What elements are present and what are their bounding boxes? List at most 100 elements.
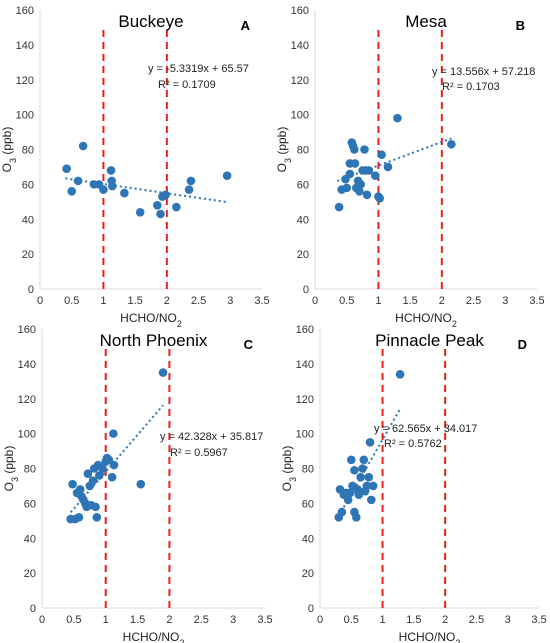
data-point [109,460,119,470]
data-point [78,141,88,151]
data-point [383,162,393,172]
data-point [88,476,98,486]
x-tick-label: 2 [164,295,170,307]
data-point [362,481,372,491]
data-point [360,145,369,154]
y-tick-label: 0 [308,603,314,615]
y-tick-label: 160 [291,5,309,17]
data-point [356,180,365,189]
data-point [342,183,352,193]
trendline-equation: y = 13.556x + 57.218 [432,66,535,78]
data-point [108,181,117,191]
data-point [375,194,384,203]
data-point [120,188,129,198]
data-point [337,507,347,517]
y-axis-title: O3 (ppb) [2,446,20,492]
y-tick-label: 20 [297,249,309,261]
y-tick-label: 60 [302,498,314,510]
data-point [109,429,118,438]
data-point [184,185,194,194]
data-point [351,513,361,522]
y-tick-label: 80 [302,464,314,476]
x-tick-label: 2.5 [194,614,209,626]
y-tick-label: 140 [16,40,34,52]
y-tick-label: 60 [22,179,34,191]
y-tick-label: 100 [291,110,309,122]
x-tick-label: 3.5 [531,614,546,626]
y-tick-label: 140 [296,359,314,371]
x-tick-label: 0 [312,295,318,307]
data-point [350,145,359,154]
panel-d: 0 20 40 60 80 100 120 140 160 0 0.5 1 1.5 2 2.5 3 3.5 y =… [280,324,547,643]
y-tick-label: 80 [22,145,34,157]
data-point [370,171,380,180]
trendline [336,137,452,182]
panel-letter: D [518,337,527,352]
y-tick-label: 80 [24,464,36,476]
data-point [447,139,456,149]
y-tick-label: 0 [30,603,36,615]
x-tick-label: 1 [380,614,386,626]
data-point [359,455,369,465]
x-tick-label: 0 [39,614,45,626]
panel-b: 0 20 40 60 80 100 120 140 160 0 0.5 1 1.5 2 2.5 3 3.5 y =… [275,5,545,329]
data-point [368,481,378,491]
data-point [83,469,93,479]
data-point [395,370,405,379]
data-point [345,169,355,179]
trendline-equation: y = -5.3319x + 65.57 [148,63,249,75]
panel-c: 0 20 40 60 80 100 120 140 160 0 0.5 1 1.5 2 2.5 3 3.5 y =… [2,324,273,643]
data-point [367,495,376,505]
r-squared: R² = 0.5967 [170,447,228,459]
data-point [161,190,170,200]
x-tick-label: 2 [166,614,172,626]
trendline [65,177,228,204]
x-tick-label: 1 [375,295,381,307]
x-tick-label: 1 [100,295,106,307]
x-tick-label: 3 [502,295,508,307]
y-tick-label: 20 [302,568,314,580]
y-tick-label: 20 [22,249,34,261]
panel-letter: C [244,337,254,352]
x-tick-label: 2 [439,295,445,307]
r-squared: R² = 0.1709 [158,79,216,91]
x-axis-title: HCHO/NO2 [123,630,185,643]
data-point [362,190,372,200]
y-tick-label: 60 [24,498,36,510]
y-tick-label: 120 [18,394,36,406]
x-tick-label: 2.5 [469,614,484,626]
data-point [74,513,84,522]
y-tick-label: 160 [16,5,34,17]
data-point [358,464,367,473]
y-tick-label: 120 [296,394,314,406]
y-tick-label: 140 [291,40,309,52]
panel-title: Pinnacle Peak [375,331,484,350]
data-point [365,438,375,447]
panel-letter: A [241,18,251,33]
data-point [91,502,100,512]
y-tick-label: 80 [297,145,309,157]
x-tick-label: 0 [317,614,323,626]
x-tick-label: 2 [442,614,448,626]
data-point [334,202,344,212]
y-tick-label: 0 [303,284,309,296]
y-tick-label: 140 [18,359,36,371]
y-tick-label: 60 [297,179,309,191]
x-tick-label: 0.5 [64,295,79,307]
data-point [99,185,108,194]
panel-title: Buckeye [118,12,183,31]
y-tick-label: 100 [16,110,34,122]
data-point [67,187,77,196]
data-point [364,472,374,482]
y-tick-label: 100 [18,429,36,441]
data-point [75,485,85,494]
data-point [377,150,386,160]
data-point [135,207,145,217]
x-axis-title: HCHO/NO2 [399,630,461,643]
r-squared: R² = 0.5762 [384,438,442,450]
data-point [355,187,364,196]
x-tick-label: 0.5 [339,295,354,307]
y-tick-label: 120 [16,75,34,87]
y-tick-label: 100 [296,429,314,441]
